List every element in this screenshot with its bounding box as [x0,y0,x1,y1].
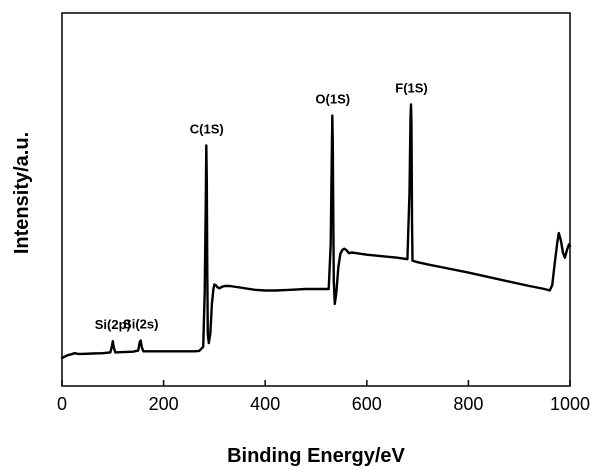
x-axis-title: Binding Energy/eV [227,445,405,467]
x-tick-label: 400 [250,394,280,414]
spectrum-line [60,103,572,360]
peak-label: C(1S) [190,121,224,136]
peak-label: O(1S) [315,92,350,107]
peak-label: Si(2p) [95,317,131,332]
peak-label: F(1S) [395,80,428,95]
x-tick-label: 200 [149,394,179,414]
x-ticks: 0 200 400 600 800 1000 [57,380,590,414]
x-tick-label: 1000 [550,394,590,414]
x-tick-label: 0 [57,394,67,414]
x-tick-label: 800 [453,394,483,414]
x-tick-label: 600 [352,394,382,414]
peak-label: Si(2s) [123,316,158,331]
y-axis-title: Intensity/a.u. [11,132,33,254]
plot-frame [61,12,571,387]
peak-labels: Si(2p)Si(2s) C(1S) O(1S) F(1S) [95,80,428,332]
